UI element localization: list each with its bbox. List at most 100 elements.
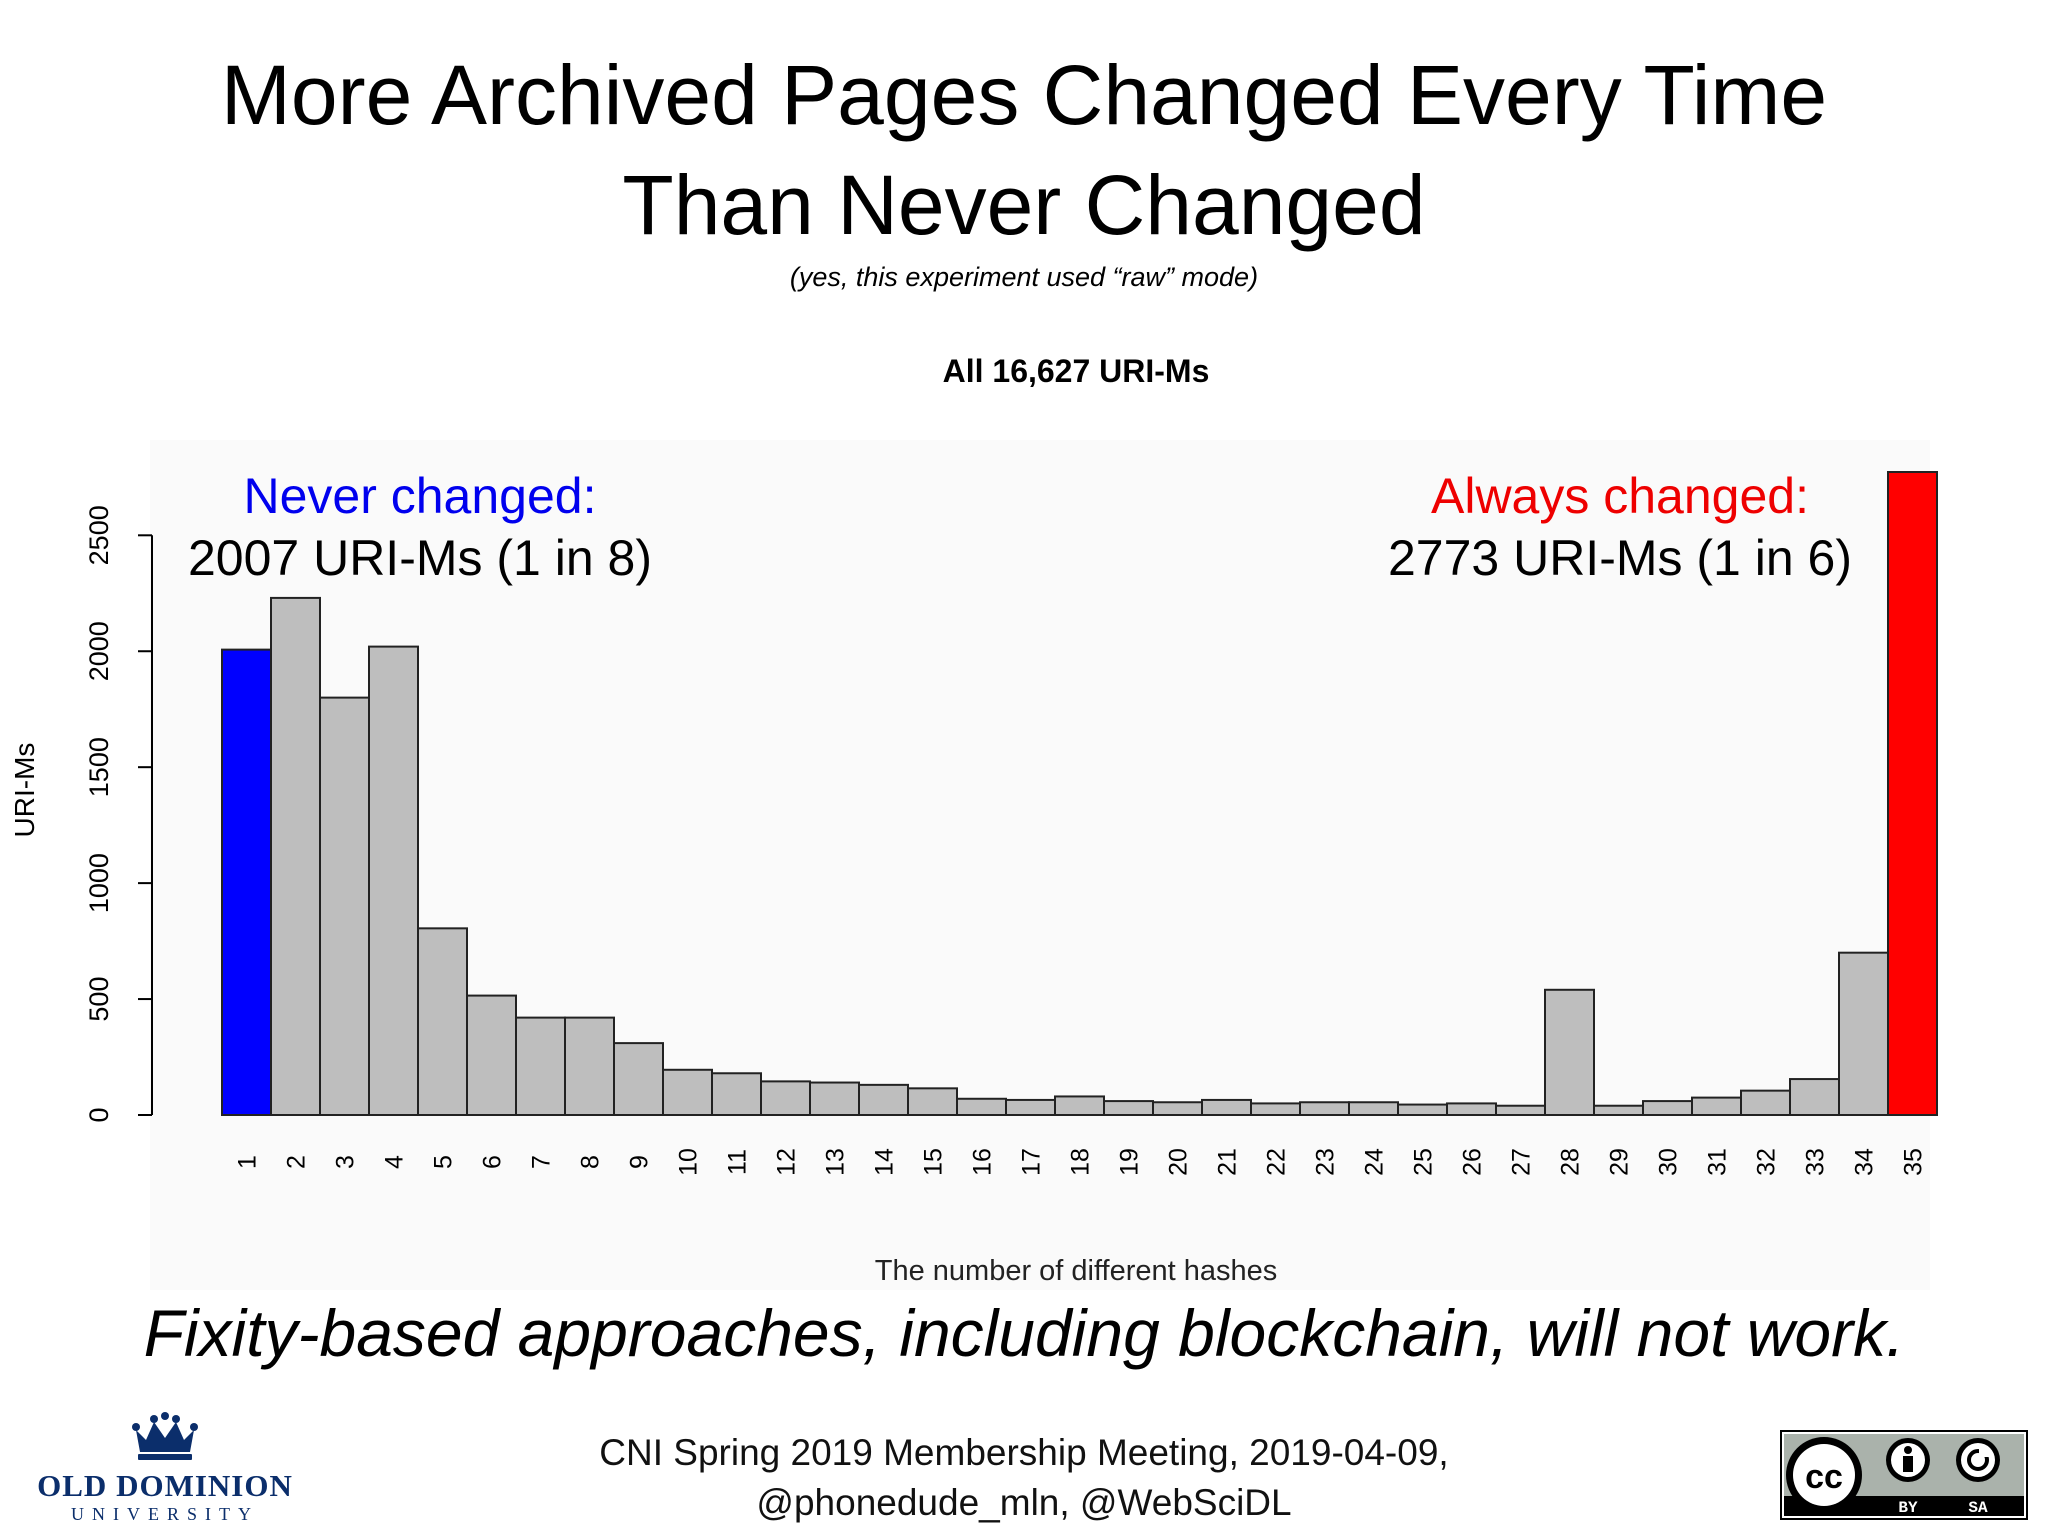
always-changed-heading: Always changed: [1430,468,1809,524]
footer: CNI Spring 2019 Membership Meeting, 2019… [524,1428,1524,1528]
bar-15 [907,1087,958,1117]
y-tick-label: 2000 [84,621,114,681]
x-tick-label: 30 [1655,1148,1683,1176]
y-tick-label: 0 [84,1107,114,1122]
slide-title-line2: Than Never Changed [622,158,1426,252]
x-tick-label: 29 [1606,1148,1634,1176]
bar-20 [1152,1101,1203,1117]
x-tick-label: 35 [1900,1148,1928,1176]
bar-21 [1201,1098,1252,1116]
x-tick-label: 28 [1557,1148,1585,1176]
bar-16 [956,1097,1007,1116]
bar-11 [711,1072,762,1117]
bar-35 [1887,471,1938,1116]
bar-9 [613,1042,664,1116]
x-tick-label: 2 [283,1155,311,1169]
bar-4 [368,645,419,1116]
bar-33 [1789,1078,1840,1117]
x-tick-label: 8 [577,1155,605,1169]
x-tick-label: 3 [332,1155,360,1169]
by-label: BY [1898,1499,1918,1517]
slide-subtitle: (yes, this experiment used “raw” mode) [789,262,1259,292]
odu-logo: OLD DOMINION UNIVERSITY [30,1412,300,1524]
x-tick-labels: 1 2 3 4 5 6 7 8 9 10 11 12 13 14 15 16 17 18 19 20 21 22 23 24 2… [234,1148,1928,1176]
bar-18 [1054,1095,1105,1117]
bar-29 [1593,1104,1644,1117]
x-tick-label: 14 [871,1148,899,1176]
x-tick-label: 9 [626,1155,654,1169]
x-tick-label: 26 [1459,1148,1487,1176]
x-tick-label: 24 [1361,1148,1389,1176]
x-tick-label: 7 [528,1155,556,1169]
x-tick-label: 1 [234,1155,262,1169]
x-tick-label: 25 [1410,1148,1438,1176]
x-tick-label: 13 [822,1148,850,1176]
y-tick-label: 500 [84,977,114,1022]
bar-2 [270,596,321,1116]
x-tick-label: 11 [724,1149,752,1175]
crown-icon [132,1412,198,1460]
bar-26 [1446,1102,1497,1116]
x-tick-label: 23 [1312,1148,1340,1176]
always-changed-value: 2773 URI-Ms (1 in 6) [1387,530,1853,586]
x-tick-label: 4 [381,1155,409,1169]
bar-12 [760,1080,811,1116]
cc-icon: cc [1786,1437,1862,1513]
never-changed-heading: Never changed: [243,468,597,524]
footer-line2: @phonedude_mln, @WebSciDL [756,1482,1292,1523]
share-alike-icon [1956,1438,2000,1482]
bar-22 [1250,1102,1301,1116]
chart-title: All 16,627 URI-Ms [943,353,1210,389]
odu-logo-sub: UNIVERSITY [71,1504,259,1524]
x-tick-label: 21 [1214,1148,1242,1176]
bar-23 [1299,1101,1350,1117]
histogram-chart: All 16,627 URI-Ms URI-Ms The number of d… [9,353,1938,1290]
bar-32 [1740,1089,1791,1116]
bar-17 [1005,1098,1056,1116]
bar-24 [1348,1101,1399,1117]
bar-31 [1691,1096,1742,1117]
x-axis-label: The number of different hashes [875,1255,1278,1287]
odu-logo-name: OLD DOMINION [37,1468,293,1503]
x-tick-label: 31 [1704,1148,1732,1176]
x-tick-label: 33 [1802,1148,1830,1176]
bar-6 [466,994,517,1116]
slide-title-line1: More Archived Pages Changed Every Time [220,48,1828,142]
bar-19 [1103,1100,1154,1117]
bar-1 [221,648,272,1117]
plot-background [150,440,1930,1290]
x-tick-label: 22 [1263,1148,1291,1176]
x-tick-label: 16 [969,1148,997,1176]
bar-25 [1397,1103,1448,1116]
conclusion-text: Fixity-based approaches, including block… [143,1296,1905,1370]
y-axis-label: URI-Ms [9,743,40,838]
x-tick-label: 12 [773,1148,801,1176]
bar-30 [1642,1100,1693,1117]
bar-28 [1544,988,1595,1116]
y-tick-label: 1500 [84,737,114,797]
bar-10 [662,1068,713,1116]
x-tick-label: 6 [479,1155,507,1169]
bar-34 [1838,951,1889,1116]
x-tick-label: 20 [1165,1148,1193,1176]
cc-by-sa-badge: cc BY SA [1780,1430,2028,1520]
x-tick-label: 34 [1851,1148,1879,1176]
y-tick-label: 2500 [84,505,114,565]
attribution-icon [1886,1438,1930,1482]
bar-27 [1495,1104,1546,1117]
x-tick-label: 17 [1018,1148,1046,1176]
footer-line1: CNI Spring 2019 Membership Meeting, 2019… [599,1432,1449,1473]
sa-label: SA [1968,1499,1988,1517]
bars [221,471,1938,1117]
bar-7 [515,1016,566,1117]
x-tick-label: 10 [675,1148,703,1176]
x-tick-label: 18 [1067,1148,1095,1176]
bar-8 [564,1016,615,1117]
never-changed-value: 2007 URI-Ms (1 in 8) [187,530,653,586]
bar-13 [809,1081,860,1117]
svg-text:cc: cc [1805,1458,1843,1496]
x-tick-label: 32 [1753,1148,1781,1176]
bar-5 [417,927,468,1116]
bar-3 [319,696,370,1116]
y-tick-label: 1000 [84,853,114,913]
